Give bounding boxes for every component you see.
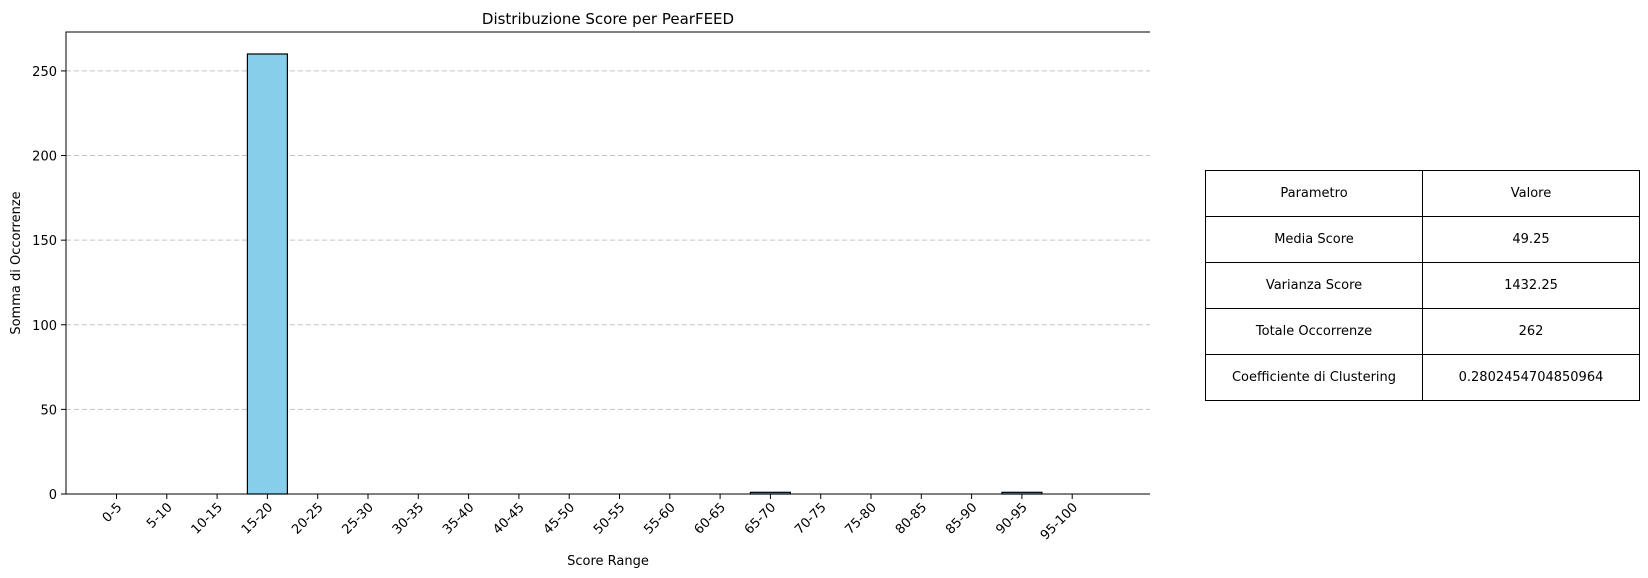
parameter-cell: Parametro xyxy=(1205,170,1423,217)
chart-title: Distribuzione Score per PearFEED xyxy=(482,10,734,28)
y-ticks: 0 50 100 150 200 250 xyxy=(32,65,66,503)
y-tick-label: 250 xyxy=(32,65,57,80)
x-tick-label: 5-10 xyxy=(144,500,175,531)
table-row: Media Score 49.25 xyxy=(1205,216,1640,263)
x-tick-label: 55-60 xyxy=(641,500,678,537)
x-tick-label: 15-20 xyxy=(239,500,276,537)
x-tick-label: 0-5 xyxy=(100,500,126,526)
x-tick-label: 35-40 xyxy=(440,500,477,537)
y-tick-label: 50 xyxy=(40,403,57,418)
x-tick-label: 90-95 xyxy=(993,500,1030,537)
y-tick-label: 150 xyxy=(32,234,57,249)
bars xyxy=(246,53,1043,495)
y-axis-title: Somma di Occorrenze xyxy=(9,191,24,334)
stats-table: Parametro Valore Media Score 49.25 Varianza … xyxy=(1205,170,1640,401)
parameter-cell: Totale Occorrenze xyxy=(1205,308,1423,355)
bar-15-20 xyxy=(246,53,288,495)
parameter-cell: Varianza Score xyxy=(1205,262,1423,309)
x-tick-label: 75-80 xyxy=(843,500,880,537)
value-cell: Valore xyxy=(1422,170,1640,217)
value-cell: 262 xyxy=(1422,308,1640,355)
x-tick-label: 65-70 xyxy=(742,500,779,537)
table-row: Totale Occorrenze 262 xyxy=(1205,308,1640,355)
score-distribution-chart: Distribuzione Score per PearFEED Somma d… xyxy=(9,10,1150,569)
x-tick-label: 10-15 xyxy=(189,500,226,537)
x-tick-label: 30-35 xyxy=(390,500,427,537)
x-tick-label: 45-50 xyxy=(541,500,578,537)
value-cell: 0.2802454704850964 xyxy=(1422,354,1640,401)
table-header-row: Parametro Valore xyxy=(1205,170,1640,217)
value-cell: 1432.25 xyxy=(1422,262,1640,309)
plot-frame xyxy=(65,31,1150,495)
grid-lines xyxy=(66,70,1150,410)
x-tick-label: 70-75 xyxy=(792,500,829,537)
y-tick-label: 100 xyxy=(32,319,57,334)
y-tick-label: 200 xyxy=(32,150,57,165)
value-cell: 49.25 xyxy=(1422,216,1640,263)
x-tick-label: 25-30 xyxy=(340,500,377,537)
x-tick-label: 20-25 xyxy=(289,500,326,537)
x-axis-title: Score Range xyxy=(567,554,649,569)
x-tick-label: 40-45 xyxy=(490,500,527,537)
parameter-cell: Coefficiente di Clustering xyxy=(1205,354,1423,401)
parameter-cell: Media Score xyxy=(1205,216,1423,263)
table-row: Varianza Score 1432.25 xyxy=(1205,262,1640,309)
x-tick-label: 85-90 xyxy=(943,500,980,537)
y-tick-label: 0 xyxy=(49,488,57,503)
x-tick-label: 50-55 xyxy=(591,500,628,537)
x-tick-label: 60-65 xyxy=(692,500,729,537)
x-tick-label: 80-85 xyxy=(893,500,930,537)
x-tick-label: 95-100 xyxy=(1038,500,1081,543)
x-ticks: 0-5 5-10 10-15 15-20 20-25 25-30 30-35 35-40 40-… xyxy=(100,494,1081,543)
table-row: Coefficiente di Clustering 0.280245470485… xyxy=(1205,354,1640,401)
